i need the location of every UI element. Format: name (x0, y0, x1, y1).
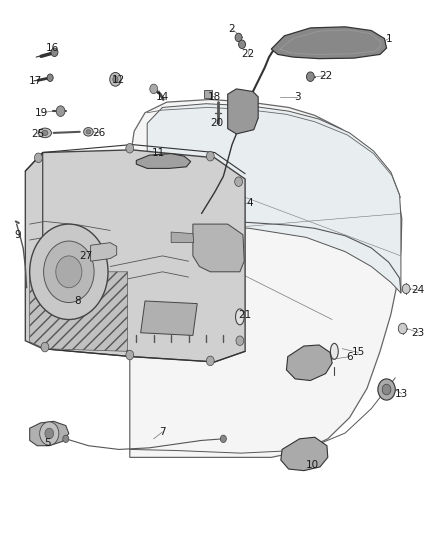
Text: 21: 21 (238, 310, 252, 320)
Ellipse shape (86, 130, 91, 134)
Text: 24: 24 (412, 285, 425, 295)
Circle shape (30, 224, 108, 319)
Text: 19: 19 (35, 108, 48, 118)
Polygon shape (30, 272, 127, 351)
Polygon shape (130, 100, 402, 457)
Circle shape (47, 74, 53, 82)
Circle shape (236, 336, 244, 345)
Text: 27: 27 (79, 251, 92, 261)
Circle shape (45, 428, 53, 439)
Ellipse shape (84, 127, 93, 136)
Text: 17: 17 (29, 76, 42, 86)
Circle shape (239, 40, 246, 49)
Text: 6: 6 (346, 352, 353, 361)
Circle shape (63, 435, 69, 442)
Polygon shape (25, 150, 245, 362)
Text: 5: 5 (44, 438, 50, 448)
Text: 22: 22 (241, 50, 255, 59)
Circle shape (35, 153, 42, 163)
Polygon shape (281, 437, 328, 471)
Circle shape (378, 379, 395, 400)
Circle shape (220, 435, 226, 442)
Text: 18: 18 (208, 92, 221, 102)
Circle shape (113, 76, 118, 83)
Text: 14: 14 (156, 92, 169, 102)
Polygon shape (228, 89, 258, 134)
Circle shape (110, 72, 121, 86)
Text: 11: 11 (152, 148, 165, 158)
Text: 26: 26 (93, 128, 106, 138)
Circle shape (307, 72, 314, 82)
Polygon shape (91, 243, 117, 261)
Ellipse shape (236, 309, 244, 325)
Circle shape (398, 323, 407, 334)
Bar (204, 91, 212, 98)
Text: 25: 25 (31, 129, 44, 139)
Text: 3: 3 (294, 92, 300, 102)
Text: 23: 23 (412, 328, 425, 338)
Polygon shape (193, 224, 244, 272)
Ellipse shape (330, 343, 338, 359)
Circle shape (206, 151, 214, 161)
Polygon shape (286, 345, 332, 381)
Text: 16: 16 (46, 43, 60, 53)
Polygon shape (271, 27, 387, 59)
Text: 8: 8 (74, 296, 81, 306)
Text: 12: 12 (112, 75, 126, 85)
Polygon shape (171, 232, 194, 243)
Circle shape (56, 256, 82, 288)
Circle shape (44, 241, 94, 303)
Text: 22: 22 (319, 70, 332, 80)
Circle shape (402, 284, 410, 294)
Circle shape (40, 422, 59, 445)
Text: 10: 10 (306, 461, 319, 470)
Circle shape (235, 177, 243, 187)
Circle shape (235, 33, 242, 42)
Ellipse shape (39, 128, 51, 138)
Circle shape (150, 84, 158, 94)
Text: 13: 13 (395, 389, 408, 399)
Text: 15: 15 (352, 348, 365, 358)
Text: 9: 9 (14, 230, 21, 240)
Circle shape (41, 342, 49, 352)
Text: 1: 1 (385, 34, 392, 44)
Ellipse shape (42, 130, 48, 135)
Polygon shape (141, 301, 197, 335)
Circle shape (126, 143, 134, 153)
Circle shape (126, 350, 134, 360)
Polygon shape (30, 421, 69, 446)
Circle shape (56, 106, 65, 116)
Circle shape (51, 48, 58, 56)
Circle shape (382, 384, 391, 395)
Polygon shape (136, 154, 191, 168)
Text: 7: 7 (159, 427, 166, 437)
Circle shape (206, 356, 214, 366)
Text: 2: 2 (229, 24, 235, 34)
Polygon shape (147, 104, 401, 293)
Text: 20: 20 (210, 118, 223, 128)
Text: 4: 4 (246, 198, 253, 208)
